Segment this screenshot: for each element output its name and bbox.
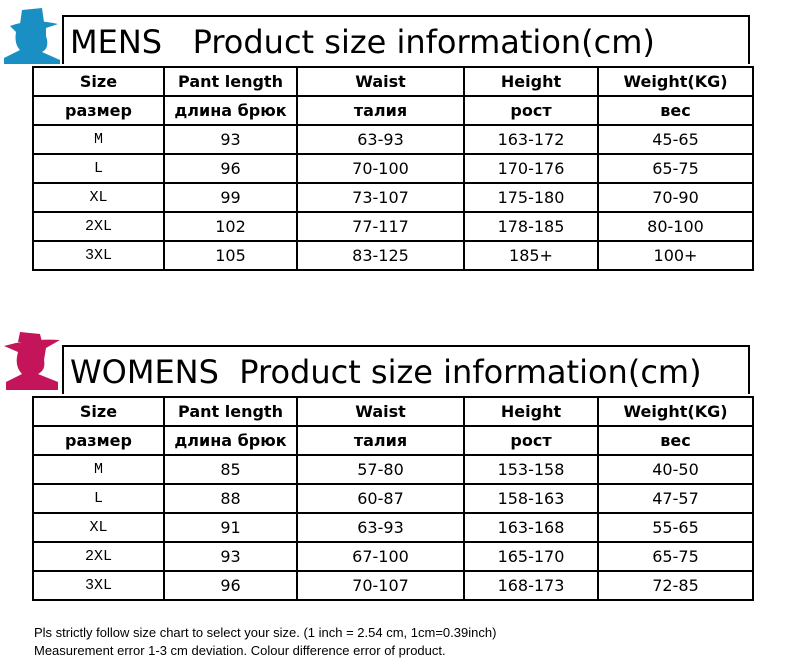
header-cell: размер [32, 95, 165, 126]
table-cell: M [32, 124, 165, 155]
table-cell: L [32, 153, 165, 184]
table-row: XL 99 73-107 175-180 70-90 [32, 182, 754, 213]
header-cell: Pant length [163, 396, 298, 427]
table-cell: 2XL [32, 541, 165, 572]
table-row: L 96 70-100 170-176 65-75 [32, 153, 754, 184]
table-row: размер длина брюк талия рост вес [32, 95, 754, 126]
header-cell: рост [463, 425, 599, 456]
table-cell: 70-90 [597, 182, 754, 213]
table-cell: 77-117 [296, 211, 465, 242]
table-cell: 158-163 [463, 483, 599, 514]
table-cell: 80-100 [597, 211, 754, 242]
table-row: XL 91 63-93 163-168 55-65 [32, 512, 754, 543]
mens-icon [4, 8, 60, 64]
header-cell: Pant length [163, 66, 298, 97]
header-cell: Height [463, 396, 599, 427]
table-cell: 83-125 [296, 240, 465, 271]
table-cell: 3XL [32, 240, 165, 271]
table-cell: 163-172 [463, 124, 599, 155]
table-cell: 93 [163, 124, 298, 155]
table-cell: XL [32, 182, 165, 213]
header-cell: Waist [296, 66, 465, 97]
table-cell: 93 [163, 541, 298, 572]
header-cell: вес [597, 425, 754, 456]
table-cell: 45-65 [597, 124, 754, 155]
womens-icon [4, 332, 60, 390]
table-cell: 185+ [463, 240, 599, 271]
table-cell: 96 [163, 570, 298, 601]
table-cell: 100+ [597, 240, 754, 271]
mens-table: Size Pant length Waist Height Weight(KG) разм… [32, 66, 754, 271]
table-cell: 65-75 [597, 541, 754, 572]
table-cell: 63-93 [296, 512, 465, 543]
header-cell: талия [296, 95, 465, 126]
table-row: 2XL 102 77-117 178-185 80-100 [32, 211, 754, 242]
table-cell: 72-85 [597, 570, 754, 601]
table-cell: 102 [163, 211, 298, 242]
womens-table: Size Pant length Waist Height Weight(KG) разм… [32, 396, 754, 601]
header-cell: Size [32, 396, 165, 427]
womens-title: WOMENS Product size information(cm) [62, 345, 750, 394]
table-cell: 168-173 [463, 570, 599, 601]
header-cell: рост [463, 95, 599, 126]
header-cell: Height [463, 66, 599, 97]
table-row: M 93 63-93 163-172 45-65 [32, 124, 754, 155]
table-cell: 65-75 [597, 153, 754, 184]
table-row: L 88 60-87 158-163 47-57 [32, 483, 754, 514]
table-row: размер длина брюк талия рост вес [32, 425, 754, 456]
table-cell: 165-170 [463, 541, 599, 572]
table-row: M 85 57-80 153-158 40-50 [32, 454, 754, 485]
table-cell: 67-100 [296, 541, 465, 572]
table-cell: 63-93 [296, 124, 465, 155]
header-cell: вес [597, 95, 754, 126]
header-cell: талия [296, 425, 465, 456]
footer-line: Measurement error 1-3 cm deviation. Colo… [34, 643, 446, 658]
table-cell: L [32, 483, 165, 514]
table-cell: 153-158 [463, 454, 599, 485]
table-cell: 91 [163, 512, 298, 543]
footer-line: Pls strictly follow size chart to select… [34, 625, 497, 640]
header-cell: Waist [296, 396, 465, 427]
table-row: Size Pant length Waist Height Weight(KG) [32, 66, 754, 97]
header-cell: размер [32, 425, 165, 456]
table-cell: 55-65 [597, 512, 754, 543]
table-cell: 175-180 [463, 182, 599, 213]
table-cell: 85 [163, 454, 298, 485]
header-cell: Weight(KG) [597, 66, 754, 97]
header-cell: Size [32, 66, 165, 97]
table-cell: 73-107 [296, 182, 465, 213]
table-cell: 163-168 [463, 512, 599, 543]
table-cell: 60-87 [296, 483, 465, 514]
table-cell: 47-57 [597, 483, 754, 514]
header-cell: длина брюк [163, 425, 298, 456]
table-cell: 70-100 [296, 153, 465, 184]
table-row: 3XL 105 83-125 185+ 100+ [32, 240, 754, 271]
table-cell: 178-185 [463, 211, 599, 242]
table-cell: 88 [163, 483, 298, 514]
table-row: 2XL 93 67-100 165-170 65-75 [32, 541, 754, 572]
table-cell: 96 [163, 153, 298, 184]
table-cell: XL [32, 512, 165, 543]
table-row: Size Pant length Waist Height Weight(KG) [32, 396, 754, 427]
table-cell: 3XL [32, 570, 165, 601]
table-cell: 105 [163, 240, 298, 271]
mens-title: MENS Product size information(cm) [62, 15, 750, 64]
table-row: 3XL 96 70-107 168-173 72-85 [32, 570, 754, 601]
table-cell: 2XL [32, 211, 165, 242]
table-cell: 57-80 [296, 454, 465, 485]
table-cell: 170-176 [463, 153, 599, 184]
header-cell: длина брюк [163, 95, 298, 126]
table-cell: 40-50 [597, 454, 754, 485]
header-cell: Weight(KG) [597, 396, 754, 427]
table-cell: 70-107 [296, 570, 465, 601]
table-cell: 99 [163, 182, 298, 213]
table-cell: M [32, 454, 165, 485]
